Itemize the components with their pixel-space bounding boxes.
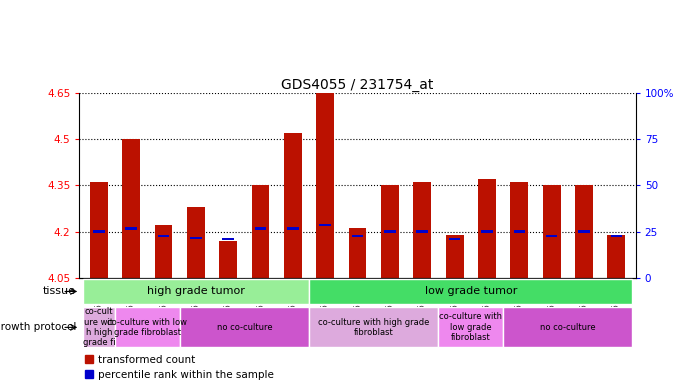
- Bar: [478, 179, 496, 278]
- Bar: [187, 207, 205, 278]
- Bar: [446, 235, 464, 278]
- Bar: [575, 185, 593, 278]
- Bar: [287, 227, 299, 230]
- Bar: [607, 235, 625, 278]
- Bar: [223, 238, 234, 240]
- Bar: [190, 237, 202, 239]
- Bar: [158, 235, 169, 237]
- Bar: [417, 230, 428, 233]
- Bar: [349, 228, 366, 278]
- Bar: [352, 235, 363, 237]
- Bar: [503, 308, 632, 347]
- Text: co-culture with high grade
fibroblast: co-culture with high grade fibroblast: [318, 318, 429, 337]
- Legend: transformed count, percentile rank within the sample: transformed count, percentile rank withi…: [85, 355, 274, 380]
- Bar: [381, 185, 399, 278]
- Text: high grade tumor: high grade tumor: [147, 286, 245, 296]
- Text: low grade tumor: low grade tumor: [424, 286, 517, 296]
- Bar: [155, 225, 173, 278]
- Bar: [255, 227, 266, 230]
- Bar: [122, 139, 140, 278]
- Text: no co-culture: no co-culture: [540, 323, 596, 332]
- Bar: [481, 230, 493, 233]
- Bar: [513, 230, 525, 233]
- Bar: [115, 308, 180, 347]
- Bar: [439, 308, 503, 347]
- Bar: [316, 93, 334, 278]
- Bar: [309, 308, 439, 347]
- Bar: [284, 133, 302, 278]
- Bar: [83, 279, 309, 304]
- Text: no co-culture: no co-culture: [216, 323, 272, 332]
- Text: co-culture with low
grade fibroblast: co-culture with low grade fibroblast: [107, 318, 187, 337]
- Bar: [93, 230, 104, 233]
- Text: co-culture with
low grade
fibroblast: co-culture with low grade fibroblast: [439, 313, 502, 342]
- Bar: [83, 308, 115, 347]
- Text: growth protocol: growth protocol: [0, 322, 76, 333]
- Title: GDS4055 / 231754_at: GDS4055 / 231754_at: [281, 78, 434, 92]
- Bar: [309, 279, 632, 304]
- Bar: [578, 230, 589, 233]
- Bar: [180, 308, 309, 347]
- Bar: [542, 185, 560, 278]
- Text: co-cult
ure wit
h high
grade fi: co-cult ure wit h high grade fi: [82, 307, 115, 348]
- Bar: [546, 235, 558, 237]
- Bar: [413, 182, 431, 278]
- Bar: [319, 224, 331, 227]
- Bar: [511, 182, 528, 278]
- Bar: [219, 241, 237, 278]
- Bar: [252, 185, 269, 278]
- Text: tissue: tissue: [43, 286, 76, 296]
- Bar: [449, 238, 460, 240]
- Bar: [384, 230, 396, 233]
- Bar: [611, 235, 622, 237]
- Bar: [90, 182, 108, 278]
- Bar: [126, 227, 137, 230]
